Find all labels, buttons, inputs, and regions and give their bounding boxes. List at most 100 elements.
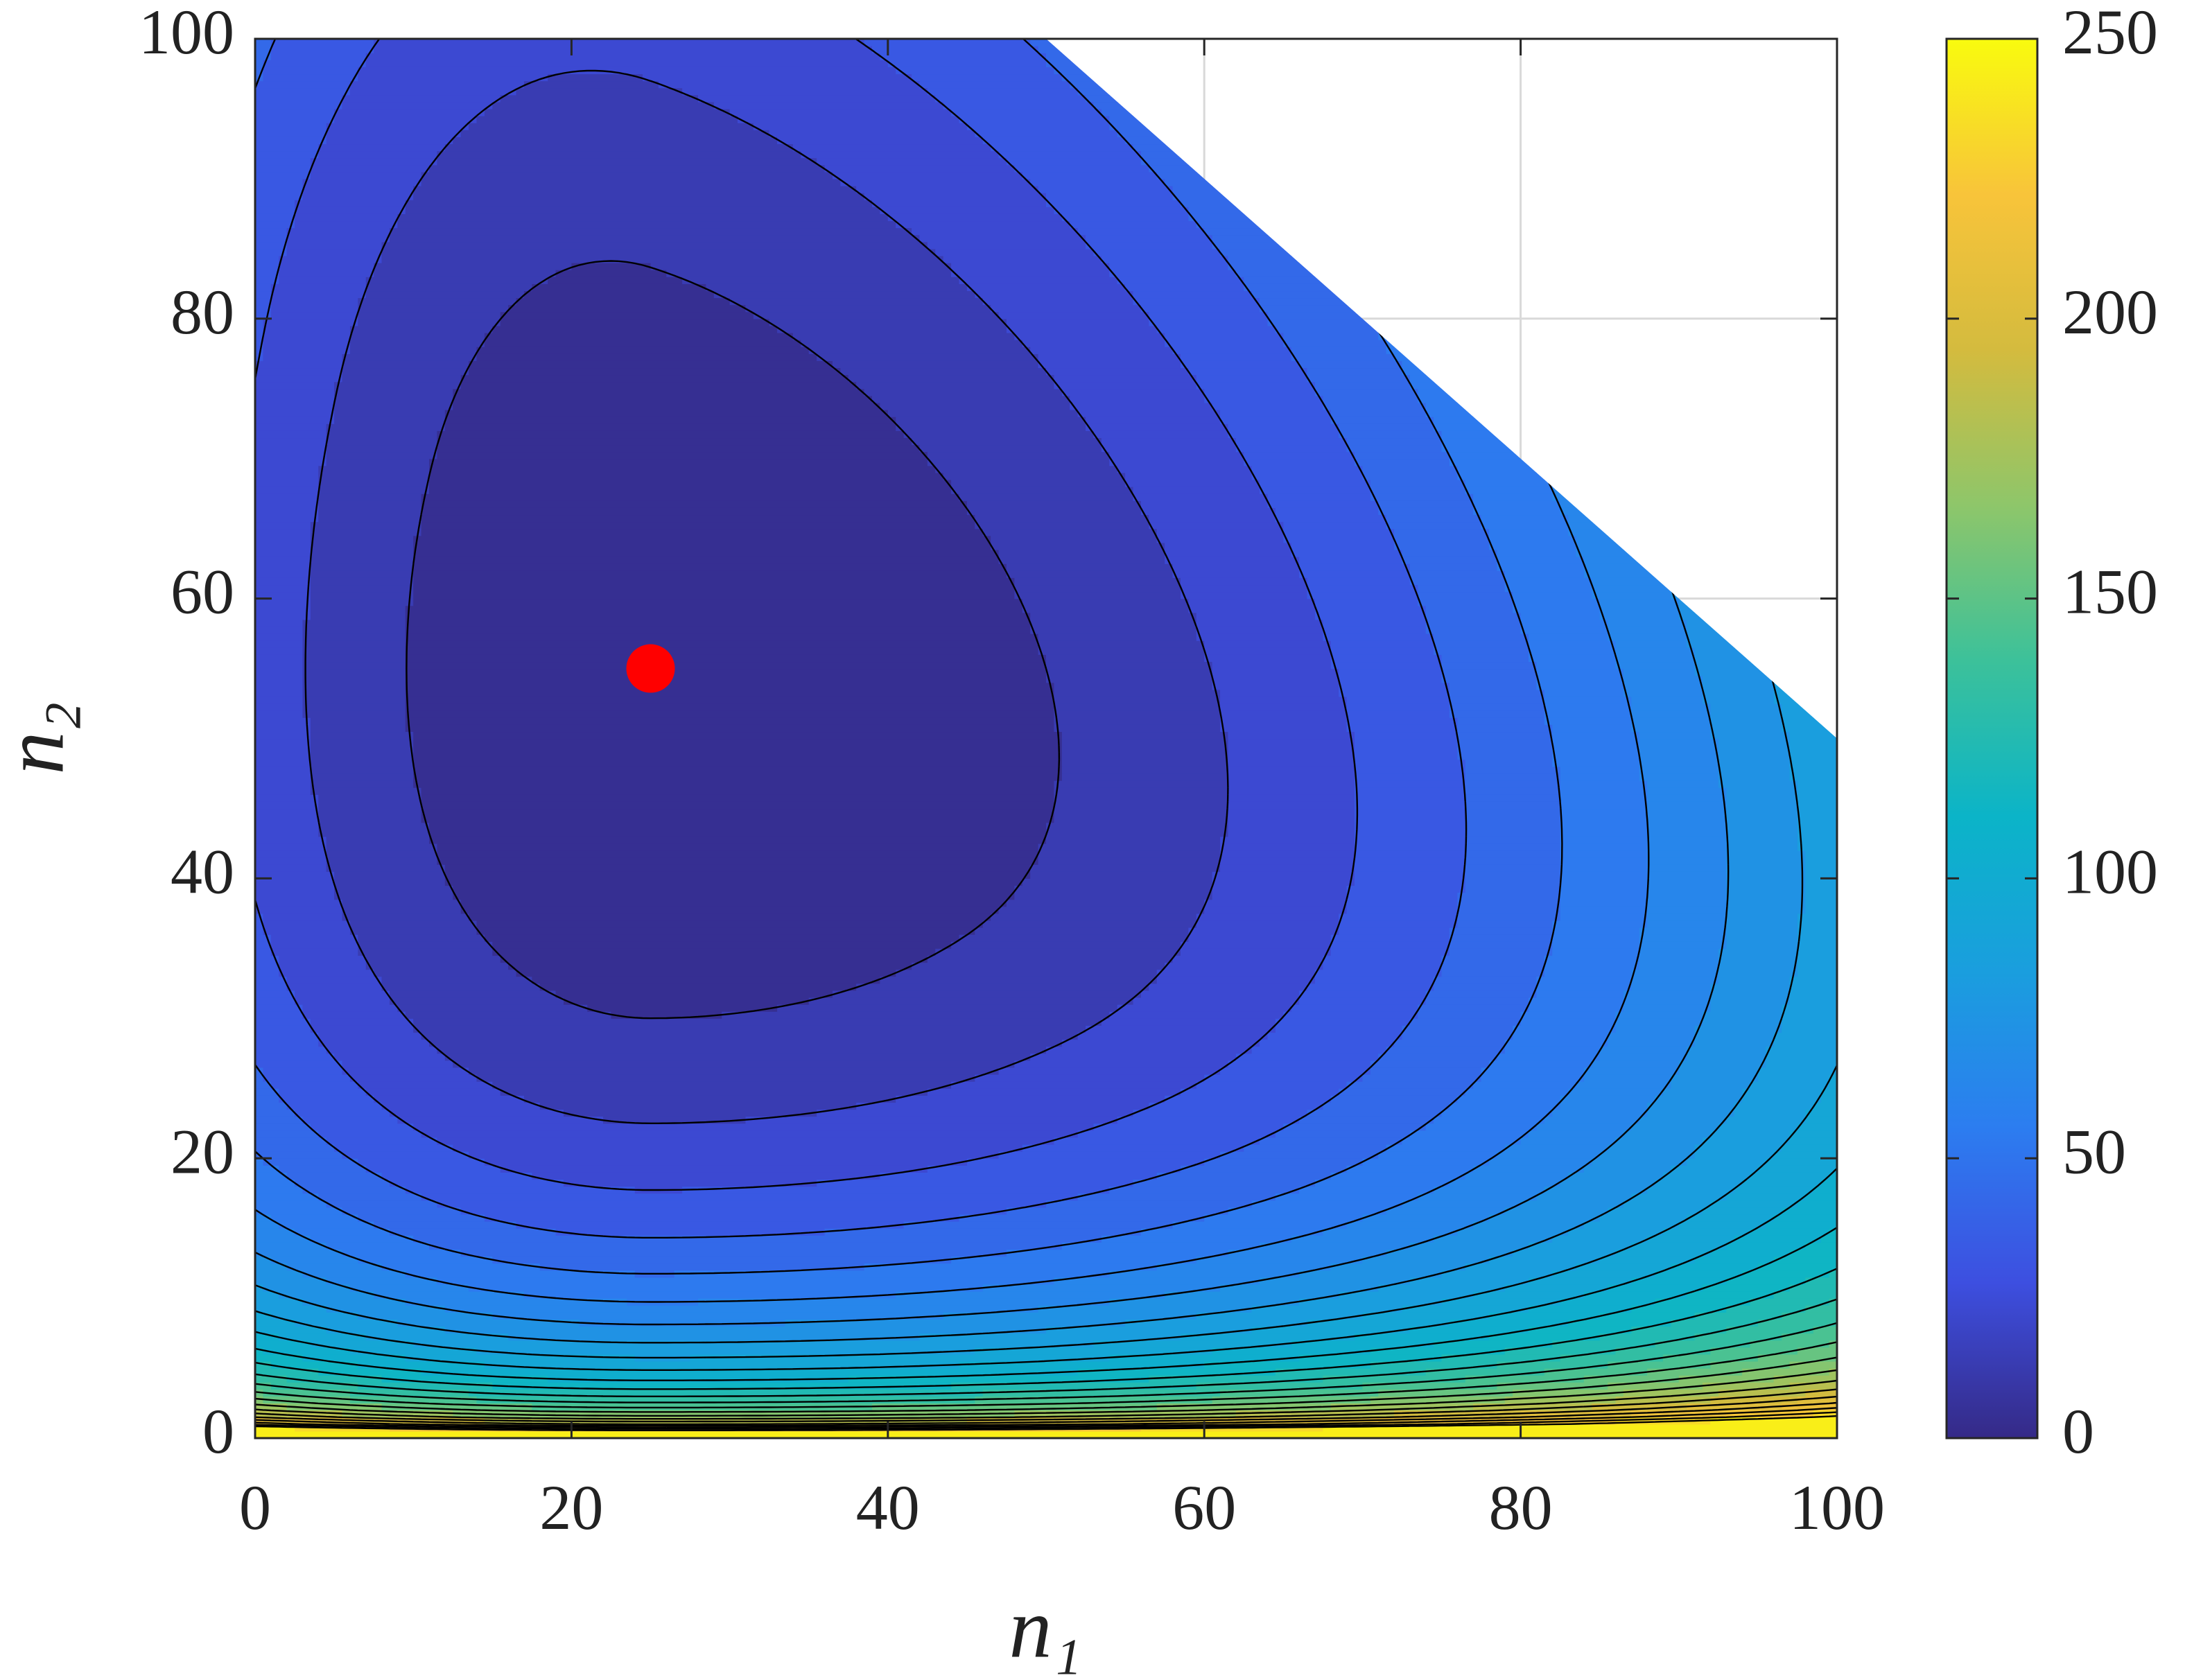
contour-band	[1362, 46, 1443, 53]
contour-band	[279, 1221, 374, 1229]
contour-band	[429, 465, 936, 473]
contour-band	[1615, 304, 1687, 313]
contour-band	[1750, 185, 1814, 193]
contour-band	[255, 864, 327, 872]
contour-band	[255, 270, 279, 277]
contour-band	[745, 304, 991, 313]
contour-band	[1402, 360, 1490, 369]
contour-band	[563, 997, 810, 1005]
contour-band	[255, 969, 279, 977]
contour-band	[310, 738, 414, 746]
contour-band	[880, 1172, 1158, 1180]
contour-band	[1307, 577, 1411, 586]
contour-band	[1789, 521, 1837, 530]
contour-band	[302, 1011, 406, 1019]
contour-band	[1346, 444, 1443, 453]
contour-band	[255, 297, 272, 306]
contour-band	[982, 1284, 1221, 1292]
contour-band	[318, 487, 430, 494]
contour-band	[405, 668, 1047, 676]
contour-band	[1710, 353, 1775, 361]
contour-band	[975, 521, 1149, 530]
contour-band	[1726, 934, 1798, 942]
contour-band	[1560, 801, 1648, 810]
contour-band	[255, 1360, 272, 1369]
contour-band	[429, 458, 928, 466]
contour-band	[1805, 850, 1837, 858]
contour-band	[1046, 829, 1229, 837]
contour-band	[1497, 374, 1577, 383]
contour-band	[263, 920, 351, 928]
contour-band	[555, 1228, 826, 1236]
contour-band	[1687, 640, 1766, 648]
contour-band	[919, 234, 1086, 243]
contour-band	[1687, 1291, 1775, 1299]
contour-band	[1409, 1326, 1529, 1334]
contour-band	[437, 857, 1039, 865]
contour-band	[1647, 829, 1727, 837]
contour-band	[1046, 668, 1213, 676]
contour-band	[1054, 780, 1229, 788]
contour-band	[1140, 1228, 1323, 1236]
contour-band	[1734, 563, 1806, 571]
contour-band	[437, 430, 905, 439]
contour-band	[255, 1263, 288, 1271]
contour-band	[912, 437, 1102, 446]
contour-band	[1742, 1088, 1822, 1096]
contour-band	[1615, 1011, 1703, 1019]
contour-band	[998, 150, 1142, 159]
contour-band	[1409, 381, 1497, 390]
contour-band	[1671, 1319, 1759, 1327]
contour-band	[1457, 892, 1561, 900]
contour-band	[1576, 130, 1648, 137]
contour-band	[1220, 864, 1355, 872]
contour-band	[1789, 53, 1837, 60]
contour-band	[1552, 207, 1632, 214]
contour-band	[1046, 193, 1174, 200]
contour-band	[1742, 1179, 1822, 1187]
contour-band	[1647, 899, 1727, 907]
contour-band	[1481, 353, 1569, 361]
contour-band	[255, 1298, 304, 1306]
contour-band	[1718, 948, 1798, 956]
contour-band	[1228, 801, 1355, 810]
contour-band	[1829, 1074, 1837, 1082]
contour-band	[1608, 1039, 1696, 1047]
contour-band	[476, 1074, 975, 1082]
contour-band	[1647, 920, 1727, 928]
contour-band	[1465, 857, 1561, 865]
contour-band	[255, 1095, 279, 1103]
contour-band	[1583, 1291, 1687, 1299]
contour-band	[1465, 878, 1561, 886]
contour-band	[1513, 1389, 1624, 1397]
contour-band	[1710, 997, 1791, 1005]
contour-band	[255, 1186, 304, 1194]
contour-band	[1251, 1305, 1403, 1313]
contour-band	[255, 689, 304, 697]
contour-band	[405, 675, 1047, 683]
contour-band	[1244, 283, 1348, 292]
contour-band	[1156, 1403, 1332, 1411]
contour-band	[1275, 1193, 1418, 1201]
contour-band	[1639, 108, 1703, 116]
contour-band	[1639, 116, 1712, 123]
contour-band	[935, 465, 1118, 473]
contour-band	[658, 80, 921, 89]
contour-band	[1821, 619, 1837, 627]
contour-band	[982, 297, 1134, 306]
contour-band	[1323, 1424, 1837, 1432]
contour-band	[302, 1004, 398, 1012]
contour-band	[255, 780, 311, 788]
contour-band	[1536, 1123, 1632, 1131]
contour-band	[1631, 1242, 1727, 1250]
contour-band	[413, 591, 1015, 600]
contour-band	[1070, 80, 1189, 89]
contour-band	[1330, 941, 1450, 949]
contour-band	[1615, 1137, 1703, 1145]
contour-band	[365, 290, 525, 299]
contour-band	[381, 983, 541, 991]
contour-band	[1220, 703, 1348, 711]
contour-band	[1323, 962, 1443, 970]
contour-band	[1449, 703, 1545, 711]
contour-band	[1789, 255, 1837, 263]
